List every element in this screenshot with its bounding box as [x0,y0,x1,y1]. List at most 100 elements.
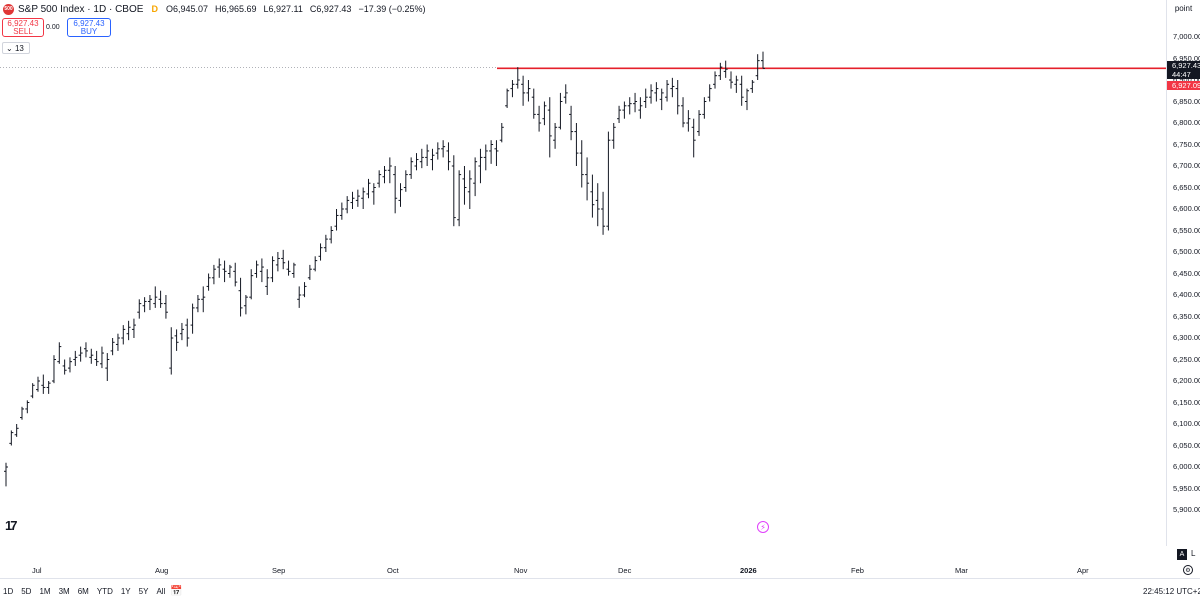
ohlc-bar [617,105,622,123]
market-status-badge: D [151,4,158,14]
sell-button[interactable]: 6,927.43 SELL [2,18,44,37]
time-tick-label: Apr [1077,566,1089,575]
ohlc-bar [67,357,72,373]
ohlc-bar [467,170,472,209]
buy-price: 6,927.43 [73,19,105,28]
ohlc-bar [115,333,120,351]
auto-scale-button[interactable]: A [1177,549,1187,560]
ohlc-bar [638,97,643,119]
ohlc-close: C6,927.43 [309,4,352,14]
price-chart[interactable] [0,0,1166,560]
ohlc-bar [355,189,360,207]
price-tick-label: 6,650.00 [1173,182,1200,192]
gear-icon[interactable]: ⚙ [1183,565,1193,575]
ohlc-bar [265,269,270,295]
ohlc-bar [30,383,35,399]
ohlc-bar [462,166,467,205]
time-tick-label: 2026 [740,566,757,575]
range-button-5d[interactable]: 5D [21,587,32,596]
ohlc-bar [275,252,280,272]
ohlc-bar [62,359,67,375]
range-button-3m[interactable]: 3M [58,587,70,596]
price-tick-label: 6,400.00 [1173,290,1200,299]
ohlc-bar [361,187,366,209]
ohlc-open: O6,945.07 [165,4,208,14]
ohlc-bar [238,277,243,317]
ohlc-bar [622,101,627,119]
ohlc-bar [649,84,654,104]
ohlc-bar [371,183,376,205]
price-tick-label: 6,250.00 [1173,354,1200,364]
price-tick-label: 7,000.00 [1173,32,1200,41]
ohlc-bar [94,350,99,366]
tradingview-logo[interactable]: 17 [5,518,18,533]
ohlc-bar [579,140,584,188]
range-button-6m[interactable]: 6M [77,587,89,596]
ohlc-bar [606,131,611,231]
time-tick-label: Oct [387,566,399,575]
indicators-toggle-button[interactable]: ⌄ 13 [2,42,30,54]
ohlc-bar [302,282,307,298]
ohlc-low: L6,927.11 [263,4,303,14]
ohlc-bar [249,269,254,300]
ohlc-bar [291,262,296,278]
range-button-1y[interactable]: 1Y [120,587,131,596]
range-button-1d[interactable]: 1D [3,587,14,596]
ohlc-bar [419,148,424,169]
log-scale-button[interactable]: L [1191,549,1196,558]
time-tick-label: Mar [955,566,968,575]
ohlc-bar [750,80,755,93]
symbol-title[interactable]: S&P 500 Index · 1D · CBOE [18,3,144,15]
time-axis[interactable]: Jul Aug Sep Oct Nov Dec 2026 Feb Mar Apr [0,562,1166,576]
ohlc-bar [473,157,478,197]
ohlc-bar [483,144,488,171]
scale-mode-label[interactable]: point [1166,0,1200,18]
range-button-all[interactable]: All [156,587,166,596]
range-selector: 1D 5D 1M 3M 6M YTD 1Y 5Y All [3,587,165,596]
ohlc-bar [169,327,174,375]
buy-button[interactable]: 6,927.43 BUY [67,18,111,37]
ohlc-bar [297,286,302,308]
ohlc-bar [105,353,110,381]
ohlc-bar [659,88,664,111]
ohlc-bar [99,346,104,369]
ohlc-bar [243,295,248,315]
ohlc-bar [126,320,131,341]
ohlc-bar [451,155,456,227]
ohlc-bar [147,295,152,311]
ohlc-bar [585,157,590,201]
ohlc-bar [334,209,339,231]
ohlc-bar [158,290,163,308]
ohlc-bar [174,329,179,351]
time-tick-label: Jul [32,566,42,575]
range-button-1m[interactable]: 1M [39,587,51,596]
range-button-ytd[interactable]: YTD [96,587,113,596]
ohlc-bar [35,376,40,392]
price-tick-label: 6,550.00 [1173,225,1200,235]
ohlc-bar [515,67,520,89]
ohlc-bar [318,243,323,261]
ohlc-bar [366,178,371,199]
ohlc-bar [563,84,568,104]
ohlc-bar [217,258,222,278]
ohlc-bar [307,264,312,280]
ohlc-bar [329,226,334,244]
ohlc-bar [78,346,83,362]
ohlc-bar [686,110,691,132]
ohlc-bar [73,350,78,366]
ohlc-bar [611,123,616,149]
price-axis[interactable]: 7,000.00 6,950.00 6,900.00 6,850.00 6,800.00… [1166,18,1200,546]
price-tick-label: 6,350.00 [1173,311,1200,321]
ohlc-bar [734,75,739,93]
ohlc-bar [233,262,238,287]
ohlc-bar [190,303,195,334]
lightning-icon[interactable]: ⚡ [757,521,769,533]
ohlc-bar [601,191,606,235]
range-button-5y[interactable]: 5Y [138,587,149,596]
clock: 22:45:12 UTC+2 [1143,587,1200,596]
calendar-icon[interactable]: 📅 [170,586,183,597]
ohlc-bar [425,144,430,166]
ohlc-bar [19,406,24,420]
ohlc-bar [590,174,595,218]
ohlc-bar [9,430,14,446]
